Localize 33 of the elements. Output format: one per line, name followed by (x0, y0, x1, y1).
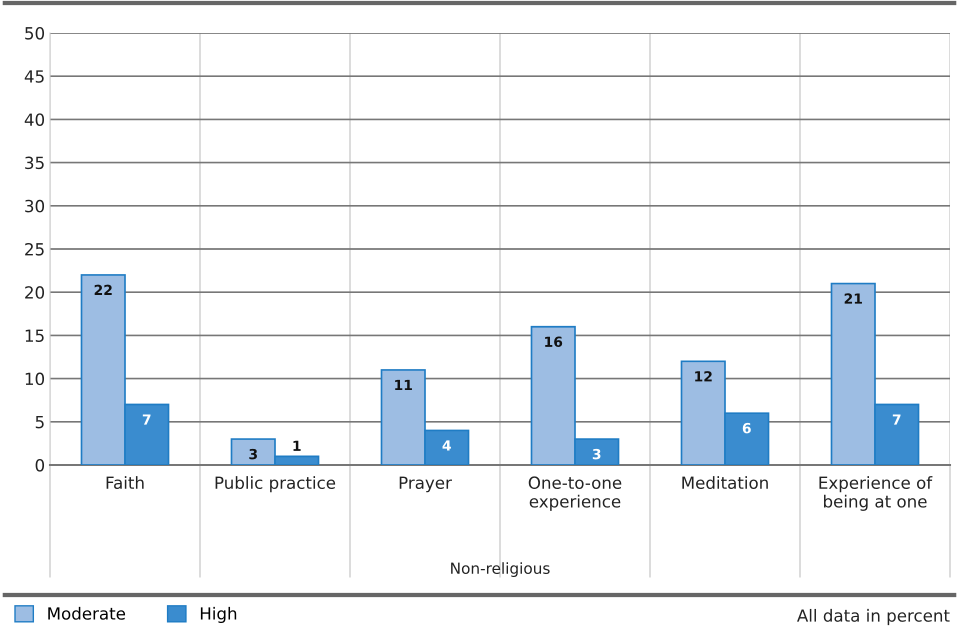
data-label: 7 (142, 414, 150, 425)
y-tick-label: 25 (25, 242, 44, 256)
data-label: 21 (844, 293, 862, 304)
y-tick-label: 5 (36, 416, 44, 428)
y-tick-label: 45 (24, 70, 44, 83)
x-tick-label: Meditation (682, 476, 768, 490)
data-label: 4 (442, 440, 451, 450)
y-tick-label: 0 (36, 458, 44, 472)
data-label: 11 (395, 380, 412, 390)
data-label: 3 (249, 448, 257, 460)
x-tick-label: Prayer (400, 476, 452, 492)
legend-label: High (200, 606, 236, 623)
text: All data in percent (797, 608, 950, 626)
y-tick-label: 40 (24, 113, 44, 126)
data-label: 22 (94, 284, 112, 295)
x-tick-label: One-to-one experience (528, 476, 622, 511)
data-label: 12 (695, 371, 712, 382)
y-tick-label: 50 (25, 26, 44, 40)
x-tick-label: Faith (106, 476, 144, 490)
y-tick-label: 30 (25, 200, 44, 212)
data-label: 7 (892, 414, 900, 425)
x-axis-title: Non-religious (451, 562, 550, 577)
legend-label: Moderate (48, 606, 126, 620)
y-tick-label: 15 (26, 330, 44, 342)
data-label: 6 (742, 422, 751, 434)
y-tick-label: 20 (25, 286, 44, 299)
x-tick-label: Experience of being at one (819, 476, 932, 511)
data-label: 3 (592, 448, 600, 460)
y-tick-label: 10 (26, 372, 44, 386)
x-tick-label: Public practice (216, 476, 336, 492)
data-label: 16 (545, 336, 562, 348)
data-label: 1 (293, 440, 301, 451)
y-tick-label: 35 (25, 156, 44, 170)
